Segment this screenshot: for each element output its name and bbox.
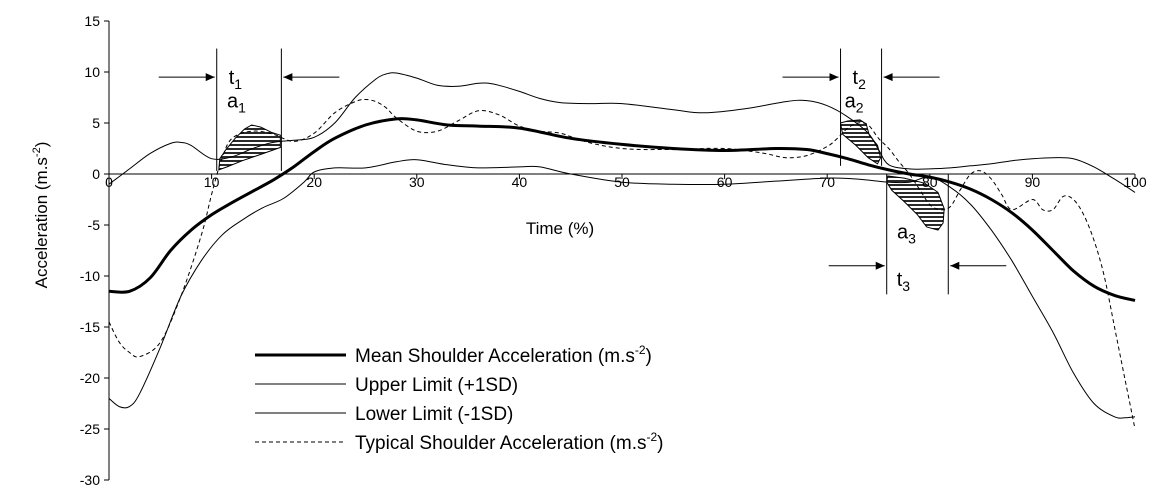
series-lower-line	[108, 159, 1136, 419]
y-tick-label: 5	[92, 115, 100, 131]
x-tick-label: 60	[717, 174, 733, 190]
y-tick-label: -10	[80, 268, 100, 284]
x-tick-label: 90	[1025, 174, 1041, 190]
y-tick-label: 15	[84, 13, 100, 29]
area-1-label: a1	[227, 91, 246, 116]
area-2-shape	[839, 119, 882, 165]
legend-mean-text: Mean Shoulder Acceleration (m.s	[355, 346, 635, 367]
legend-typical-sup: -2	[646, 430, 657, 444]
area-1-shape	[218, 124, 281, 171]
x-axis-title: Time (%)	[526, 219, 594, 238]
y-tick-label: -25	[80, 421, 100, 437]
legend-typical-close: )	[657, 433, 663, 454]
y-axis-title-sup: -2	[31, 147, 43, 157]
legend-label-lower: Lower Limit (-1SD)	[355, 404, 513, 425]
y-tick-label: 0	[92, 166, 100, 182]
area-2-label: a2	[845, 91, 864, 116]
y-tick-label: -30	[80, 472, 100, 488]
y-tick-label: 10	[84, 64, 100, 80]
axes	[104, 20, 1136, 481]
legend: Mean Shoulder Acceleration (m.s-2) Upper…	[255, 343, 663, 454]
shaded-areas	[218, 119, 945, 231]
interval-2-label: t2	[853, 67, 867, 92]
interval-2-arrow-right-head	[883, 73, 893, 82]
series-typical-line	[108, 98, 1136, 430]
legend-mean-close: )	[646, 346, 652, 367]
interval-2-arrow-left-head	[829, 73, 839, 82]
area-3-label: a3	[897, 221, 916, 246]
y-axis-title-text: Acceleration (m.s	[32, 157, 51, 288]
interval-1-arrow-right-head	[283, 73, 293, 82]
legend-label-typical: Typical Shoulder Acceleration (m.s-2)	[355, 430, 663, 454]
legend-mean-sup: -2	[635, 343, 646, 357]
y-tick-label: -5	[88, 217, 101, 233]
y-tick-label: -15	[80, 319, 100, 335]
interval-1-label: t1	[229, 67, 243, 92]
series-mean-line	[108, 117, 1136, 302]
area-3-shape	[886, 175, 945, 231]
x-tick-label: 20	[306, 174, 322, 190]
x-tick-label: 50	[614, 174, 630, 190]
interval-1-arrow-left-head	[205, 73, 215, 82]
x-tick-label: 40	[512, 174, 528, 190]
x-tick-label: 10	[204, 174, 220, 190]
x-tick-label: 100	[1123, 174, 1147, 190]
annotation-lines	[158, 48, 1007, 295]
legend-label-mean: Mean Shoulder Acceleration (m.s-2)	[355, 343, 652, 367]
x-tick-label: 80	[922, 174, 938, 190]
annotation-labels: t1 t2 t3 a1 a2 a3	[227, 67, 916, 294]
x-tick-label: 30	[409, 174, 425, 190]
interval-3-arrow-left-head	[875, 261, 885, 270]
y-tick-label: -20	[80, 370, 100, 386]
series-upper-line	[108, 72, 1136, 193]
x-tick-label: 70	[819, 174, 835, 190]
legend-label-upper: Upper Limit (+1SD)	[355, 375, 518, 396]
y-axis-title: Acceleration (m.s-2)	[31, 142, 51, 289]
legend-typical-text: Typical Shoulder Acceleration (m.s	[355, 433, 646, 454]
interval-3-label: t3	[897, 269, 911, 294]
x-tick-label: 0	[105, 174, 113, 190]
interval-3-arrow-right-head	[950, 261, 960, 270]
series-lines	[108, 72, 1136, 430]
y-axis-title-close: )	[32, 142, 51, 148]
